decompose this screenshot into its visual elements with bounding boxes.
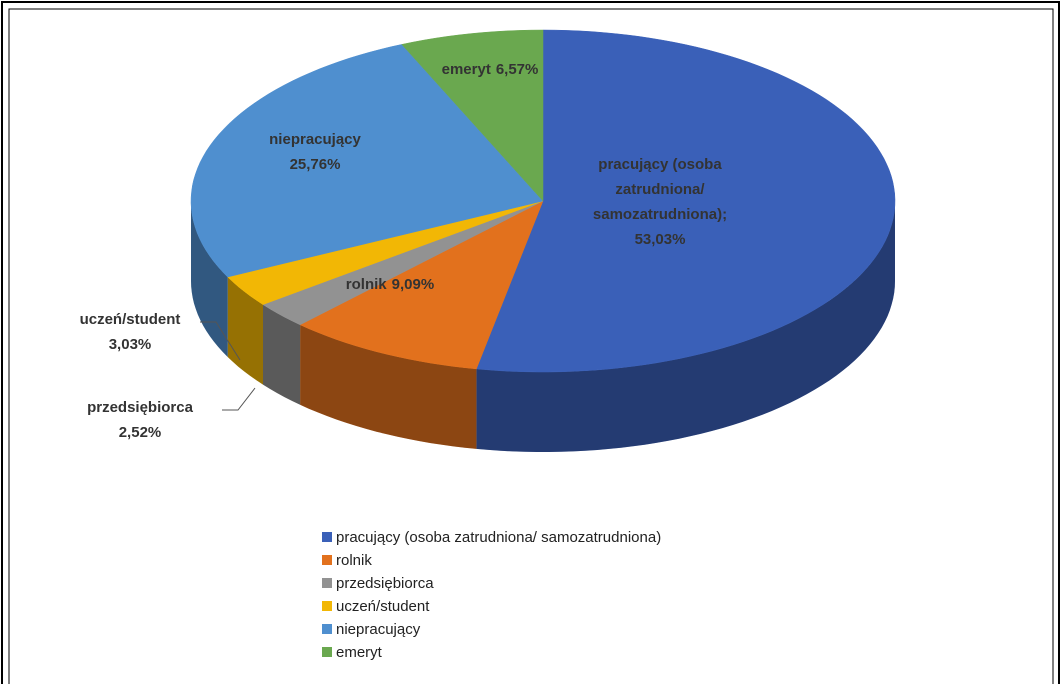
label-name: emeryt — [441, 61, 491, 78]
data-label-text: uczeń/student 3,03% — [50, 307, 210, 357]
leader-line — [222, 387, 256, 411]
data-label: emeryt 6,57% — [400, 57, 580, 82]
legend-swatch — [322, 555, 332, 565]
slice — [476, 29, 896, 373]
leader-line — [200, 321, 241, 361]
label-name: przedsiębiorca — [87, 399, 193, 416]
label-value: 53,03% — [634, 231, 686, 248]
label-name: uczeń/student — [79, 311, 181, 328]
legend-label: rolnik — [336, 552, 372, 569]
label-value: 2,52% — [118, 424, 162, 441]
legend: pracujący (osoba zatrudniona/ samozatrud… — [322, 529, 661, 661]
slice-side — [263, 304, 301, 405]
data-label-text: pracujący (osoba zatrudniona/ samozatrud… — [575, 152, 745, 252]
legend-swatch — [322, 624, 332, 634]
data-label: pracujący (osoba zatrudniona/ samozatrud… — [575, 152, 745, 252]
inner-frame — [8, 8, 1054, 684]
legend-label: przedsiębiorca — [336, 575, 434, 592]
slice-side-shade — [476, 201, 895, 452]
legend-label: emeryt — [336, 644, 383, 661]
legend-swatch — [322, 601, 332, 611]
legend-swatch — [322, 578, 332, 588]
data-label-text: niepracujący 25,76% — [235, 127, 395, 177]
pie-tops — [190, 29, 896, 373]
label-name: rolnik — [345, 276, 387, 293]
slice — [262, 200, 544, 326]
data-label-text: rolnik 9,09% — [300, 272, 480, 297]
slice-side-shade — [263, 304, 301, 405]
slice — [227, 200, 544, 305]
legend-swatch — [322, 647, 332, 657]
label-name: niepracujący — [269, 131, 361, 148]
slice — [401, 29, 544, 202]
legend-label: uczeń/student — [336, 598, 430, 615]
slice-side-shade — [227, 277, 263, 385]
data-label-text: emeryt 6,57% — [400, 57, 580, 82]
label-value: 25,76% — [289, 156, 341, 173]
slice-side-shade — [300, 324, 477, 449]
slice-side — [300, 324, 477, 449]
legend-label: pracujący (osoba zatrudniona/ samozatrud… — [336, 529, 661, 546]
slice-side — [227, 277, 263, 385]
data-label-text: przedsiębiorca 2,52% — [60, 395, 220, 445]
label-value: 3,03% — [108, 336, 152, 353]
legend-swatch — [322, 532, 332, 542]
data-label: rolnik 9,09% — [300, 272, 480, 297]
data-labels: pracujący (osoba zatrudniona/ samozatrud… — [50, 57, 745, 445]
data-label: uczeń/student 3,03% — [50, 307, 210, 357]
slice — [299, 200, 544, 370]
label-value: 6,57% — [495, 61, 539, 78]
slice-side — [476, 201, 895, 452]
label-value: 9,09% — [391, 276, 435, 293]
data-label: przedsiębiorca 2,52% — [60, 395, 220, 445]
data-label: niepracujący 25,76% — [235, 127, 395, 177]
legend-label: niepracujący — [336, 621, 421, 638]
label-name: pracujący (osoba zatrudniona/ samozatrud… — [592, 156, 728, 223]
slice — [190, 44, 544, 278]
